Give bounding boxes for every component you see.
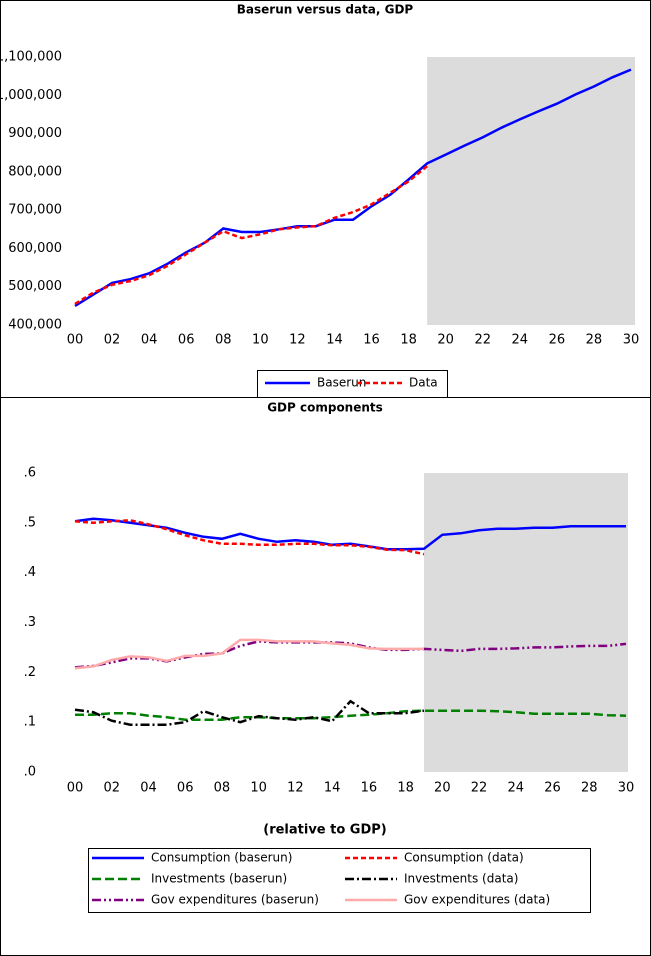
x-tick-label: 30 (623, 333, 640, 348)
y-tick-label: .5 (24, 515, 36, 530)
series-line (74, 638, 424, 670)
forecast-shade (423, 473, 628, 772)
series-line (74, 699, 425, 726)
x-tick-label: 28 (581, 781, 598, 796)
x-tick-label: 18 (397, 781, 414, 796)
x-tick-label: 20 (434, 781, 451, 796)
x-tick-label: 08 (214, 781, 231, 796)
legend-label: Baserun (317, 376, 366, 390)
legend-label: Consumption (data) (404, 851, 524, 865)
legend-label: Data (409, 376, 438, 390)
y-tick-label: 1,000,000 (0, 88, 62, 103)
x-tick-label: 00 (67, 333, 84, 348)
y-tick-label: 600,000 (8, 241, 62, 256)
x-tick-label: 06 (177, 781, 194, 796)
x-axis-label: (relative to GDP) (263, 823, 387, 838)
series-line (74, 68, 632, 307)
x-tick-label: 26 (549, 333, 566, 348)
legend-label: Gov expenditures (baserun) (151, 893, 319, 907)
x-tick-label: 24 (508, 781, 525, 796)
y-tick-label: .1 (24, 715, 36, 730)
x-tick-label: 28 (586, 333, 603, 348)
x-tick-label: 04 (141, 333, 158, 348)
x-tick-label: 04 (140, 781, 157, 796)
y-tick-label: .2 (24, 665, 36, 680)
x-tick-label: 24 (512, 333, 529, 348)
x-tick-label: 20 (437, 333, 454, 348)
y-tick-label: 1,100,000 (0, 50, 62, 65)
legend-label: Investments (data) (404, 872, 518, 886)
series-line (74, 517, 626, 551)
series-line (75, 709, 627, 721)
x-tick-label: 10 (250, 781, 267, 796)
y-tick-label: 800,000 (8, 164, 62, 179)
series-line (74, 165, 428, 305)
x-tick-label: 22 (471, 781, 488, 796)
y-tick-label: 900,000 (8, 126, 62, 141)
forecast-shade (427, 57, 635, 325)
x-tick-label: 02 (104, 333, 121, 348)
x-tick-label: 30 (618, 781, 635, 796)
x-tick-label: 18 (400, 333, 417, 348)
x-tick-label: 14 (324, 781, 341, 796)
y-tick-label: 500,000 (8, 279, 62, 294)
x-tick-label: 08 (215, 333, 232, 348)
x-tick-label: 12 (289, 333, 306, 348)
series-line (74, 519, 425, 556)
chart-title: GDP components (267, 401, 383, 415)
legend-label: Consumption (baserun) (151, 851, 292, 865)
x-tick-label: 00 (67, 781, 84, 796)
y-tick-label: .4 (24, 565, 36, 580)
y-tick-label: .0 (24, 765, 36, 780)
y-tick-label: .6 (24, 466, 36, 481)
x-tick-label: 06 (178, 333, 195, 348)
x-tick-label: 22 (474, 333, 491, 348)
legend-label: Gov expenditures (data) (404, 893, 550, 907)
x-tick-label: 26 (544, 781, 561, 796)
y-tick-label: 700,000 (8, 203, 62, 218)
x-tick-label: 14 (326, 333, 343, 348)
y-tick-label: .3 (24, 615, 36, 630)
x-tick-label: 16 (361, 781, 378, 796)
x-tick-label: 12 (287, 781, 304, 796)
y-tick-label: 400,000 (8, 318, 62, 333)
x-tick-label: 02 (103, 781, 120, 796)
x-tick-label: 16 (363, 333, 380, 348)
x-tick-label: 10 (252, 333, 269, 348)
legend-label: Investments (baserun) (151, 872, 287, 886)
legend-box (88, 848, 591, 913)
chart-title: Baserun versus data, GDP (237, 3, 414, 17)
